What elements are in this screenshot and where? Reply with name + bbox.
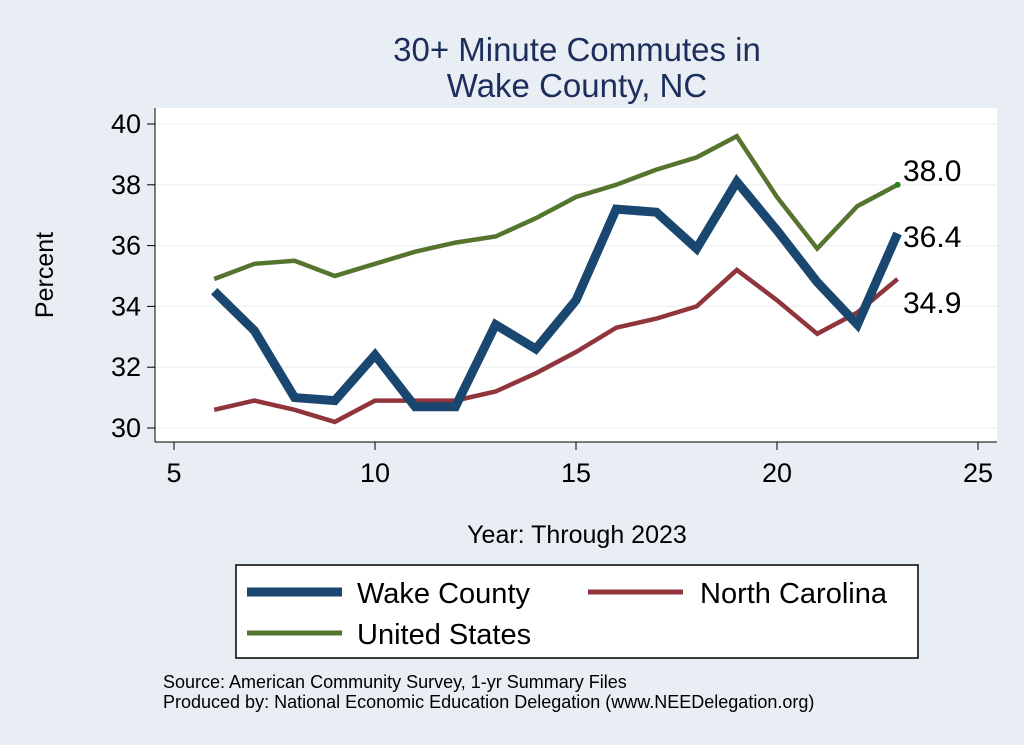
end-label-wake-county: 36.4	[903, 221, 961, 254]
y-tick-label: 32	[111, 352, 141, 382]
chart-title-line-1: 30+ Minute Commutes in	[393, 31, 761, 68]
y-tick-label: 34	[111, 291, 141, 321]
legend-label-north-carolina: North Carolina	[700, 578, 888, 610]
source-note: Source: American Community Survey, 1-yr …	[163, 672, 627, 692]
legend-box	[235, 564, 919, 659]
x-tick-label: 5	[166, 458, 181, 488]
series-line-north-carolina	[213, 266, 900, 425]
chart-title-line-2: Wake County, NC	[447, 67, 707, 104]
y-tick-label: 40	[111, 109, 141, 139]
y-tick-label: 30	[111, 413, 141, 443]
x-axis-title: Year: Through 2023	[467, 521, 687, 549]
series-line-united-states	[213, 133, 899, 282]
producer-note: Produced by: National Economic Education…	[163, 692, 814, 712]
x-tick-label: 25	[963, 458, 993, 488]
x-tick-label: 20	[762, 458, 792, 488]
series-line-wake-county	[211, 174, 902, 412]
end-marker-united-states	[894, 181, 901, 188]
series-lines	[211, 133, 902, 425]
y-tick-label: 38	[111, 170, 141, 200]
legend-label-wake-county: Wake County	[357, 578, 530, 610]
y-tick-label: 36	[111, 231, 141, 261]
x-tick-label: 15	[561, 458, 591, 488]
y-axis-title: Percent	[31, 232, 59, 318]
x-tick-label: 10	[360, 458, 390, 488]
end-label-united-states: 38.0	[903, 155, 961, 188]
axis-ticks: 30 32 34 36 38 40 5 10 15 20 25	[111, 109, 993, 488]
plot-area	[155, 108, 997, 442]
end-label-north-carolina: 34.9	[903, 287, 961, 320]
legend-label-united-states: United States	[357, 619, 531, 651]
